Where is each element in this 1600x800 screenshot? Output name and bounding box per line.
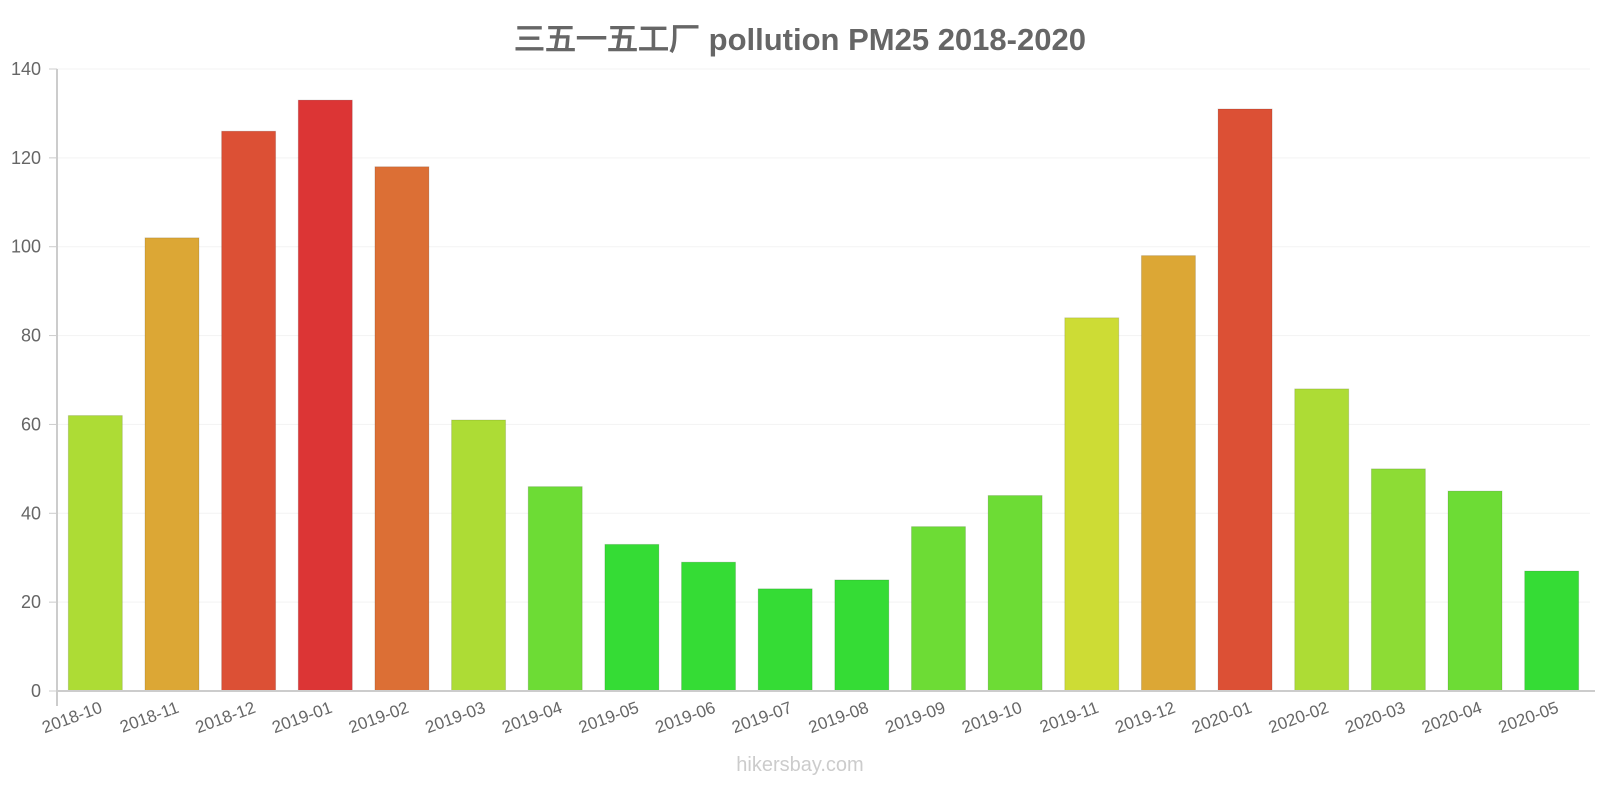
bar-2020-03 (1370, 468, 1426, 692)
x-tick-label: 2018-10 (40, 698, 105, 737)
bar-2019-07 (757, 588, 813, 692)
bar-2020-02 (1294, 388, 1350, 692)
chart-title: 三五一五工厂 pollution PM25 2018-2020 (514, 22, 1086, 57)
bar-2018-12 (221, 130, 277, 692)
x-tick-label: 2019-01 (270, 698, 335, 737)
bar-2020-04 (1447, 490, 1503, 692)
bar-2019-04 (527, 486, 583, 692)
x-tick-label: 2020-03 (1343, 698, 1408, 737)
x-tick-label: 2020-01 (1189, 698, 1254, 737)
bar-2020-01 (1217, 108, 1273, 692)
x-tick-label: 2020-02 (1266, 698, 1331, 737)
x-tick-label: 2019-07 (729, 698, 794, 737)
x-tick-label: 2019-11 (1037, 698, 1101, 737)
x-tick-label: 2018-12 (193, 698, 258, 737)
x-tick-label: 2019-09 (883, 698, 948, 737)
bar-2019-01 (297, 99, 353, 692)
bar-2019-09 (910, 526, 966, 692)
y-tick-label: 140 (11, 59, 41, 79)
bars (67, 99, 1580, 692)
bar-2019-05 (604, 543, 660, 692)
x-tick-label: 2019-03 (423, 698, 488, 737)
y-tick-label: 60 (21, 414, 41, 434)
x-tick-label: 2019-12 (1113, 698, 1178, 737)
x-tick-label: 2019-08 (806, 698, 871, 737)
bar-2020-05 (1524, 570, 1580, 692)
bar-2019-12 (1140, 255, 1196, 692)
bar-2019-10 (987, 495, 1043, 692)
bar-2018-10 (67, 415, 123, 692)
y-tick-label: 40 (21, 503, 41, 523)
bar-2019-06 (681, 561, 737, 692)
x-tick-label: 2018-11 (117, 698, 181, 737)
x-tick-label: 2019-10 (959, 698, 1024, 737)
x-tick-label: 2020-05 (1496, 698, 1561, 737)
y-tick-label: 80 (21, 326, 41, 346)
y-tick-label: 120 (11, 148, 41, 168)
y-tick-label: 0 (31, 681, 41, 701)
bar-2018-11 (144, 237, 200, 692)
x-tick-label: 2019-06 (653, 698, 718, 737)
grid-lines (57, 68, 1590, 603)
x-tick-label: 2019-05 (576, 698, 641, 737)
x-axis: 2018-10 2018-11 2018-12 2019-01 2019-02 2019-… (40, 690, 1595, 737)
bar-2019-08 (834, 579, 890, 692)
bar-2019-03 (451, 419, 507, 692)
bar-2019-11 (1064, 317, 1120, 692)
x-tick-label: 2020-04 (1419, 698, 1484, 737)
watermark: hikersbay.com (736, 754, 864, 776)
y-axis: 0 20 40 60 80 100 120 140 (11, 59, 58, 706)
x-tick-label: 2019-02 (346, 698, 411, 737)
x-tick-label: 2019-04 (499, 698, 564, 737)
bar-2019-02 (374, 166, 430, 692)
y-tick-label: 20 (21, 592, 41, 612)
y-tick-label: 100 (11, 237, 41, 257)
